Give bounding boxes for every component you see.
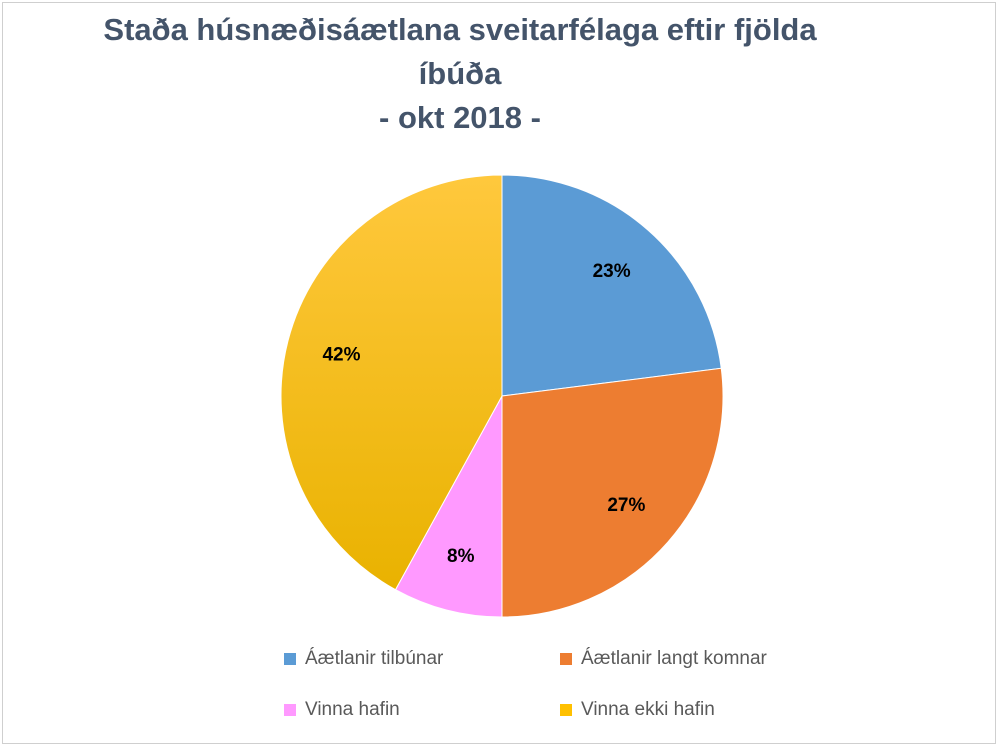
legend-label-aaetlanir-langt-komnar: Áætlanir langt komnar bbox=[581, 648, 767, 669]
pie-slice-aaetlanir-tilbunar bbox=[501, 174, 722, 397]
legend-item-vinna-hafin: Vinna hafin bbox=[284, 698, 400, 722]
legend-swatch-vinna-hafin bbox=[284, 704, 296, 716]
legend-swatch-aaetlanir-tilbunar bbox=[284, 653, 296, 665]
legend-swatch-vinna-ekki-hafin bbox=[560, 704, 572, 716]
pie-slice-aaetlanir-langt-komnar bbox=[501, 367, 724, 618]
legend-label-aaetlanir-tilbunar: Áætlanir tilbúnar bbox=[305, 648, 444, 669]
data-label-vinna-hafin: 8% bbox=[447, 546, 475, 567]
legend-item-vinna-ekki-hafin: Vinna ekki hafin bbox=[560, 698, 715, 722]
pie-slice-vinna-ekki-hafin bbox=[280, 174, 503, 591]
legend-item-aaetlanir-langt-komnar: Áætlanir langt komnar bbox=[560, 647, 767, 671]
data-label-aaetlanir-langt-komnar: 27% bbox=[607, 495, 645, 516]
pie-chart: 23% 27% 8% 42% bbox=[280, 174, 724, 618]
data-label-aaetlanir-tilbunar: 23% bbox=[593, 261, 631, 282]
chart-title-line-2: íbúða bbox=[418, 56, 502, 91]
chart-title-line-3: - okt 2018 - bbox=[379, 100, 541, 135]
legend-swatch-aaetlanir-langt-komnar bbox=[560, 653, 572, 665]
legend-label-vinna-hafin: Vinna hafin bbox=[305, 699, 400, 720]
legend-label-vinna-ekki-hafin: Vinna ekki hafin bbox=[581, 699, 715, 720]
legend-item-aaetlanir-tilbunar: Áætlanir tilbúnar bbox=[284, 647, 443, 671]
pie-svg: 23% 27% 8% 42% bbox=[280, 174, 724, 618]
chart-title-line-1: Staða húsnæðisáætlana sveitarfélaga efti… bbox=[103, 12, 817, 47]
pie-slice-vinna-hafin bbox=[394, 395, 503, 618]
data-label-vinna-ekki-hafin: 42% bbox=[322, 344, 360, 365]
